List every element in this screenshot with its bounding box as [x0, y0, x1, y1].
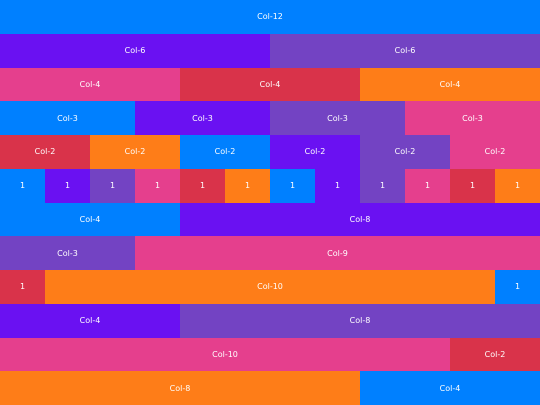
grid-cell: 1 [405, 168, 450, 203]
grid-cell: 1 [90, 168, 135, 203]
grid-cell: Col-9 [135, 236, 540, 270]
grid-cell: 1 [360, 168, 405, 203]
grid-row: Col-6 Col-6 [0, 33, 540, 68]
grid-cell: Col-6 [270, 33, 540, 68]
grid-row: Col-8 Col-4 [0, 371, 540, 405]
grid-cell: Col-6 [0, 33, 270, 68]
grid-cell: Col-2 [180, 135, 270, 169]
grid-cell: Col-2 [270, 135, 360, 169]
grid-row: Col-10 Col-2 [0, 337, 540, 372]
grid-cell: 1 [315, 168, 360, 203]
grid-cell: Col-3 [405, 101, 540, 135]
grid-cell: Col-3 [270, 101, 405, 135]
grid-cell: 1 [270, 168, 315, 203]
grid-row: Col-4 Col-8 [0, 202, 540, 237]
grid-cell: 1 [225, 168, 270, 203]
grid-cell: 1 [450, 168, 495, 203]
grid-cell: Col-3 [0, 236, 135, 270]
grid-row: 1 Col-10 1 [0, 270, 540, 304]
grid-cell: Col-4 [0, 303, 180, 338]
grid-cell: Col-2 [360, 135, 450, 169]
grid-cell: Col-10 [0, 337, 450, 372]
grid-cell: Col-4 [0, 202, 180, 237]
grid-cell: Col-8 [180, 303, 540, 338]
grid-row: Col-3 Col-9 [0, 236, 540, 270]
grid-cell: Col-2 [450, 337, 540, 372]
grid-cell: 1 [180, 168, 225, 203]
grid-cell: Col-3 [135, 101, 270, 135]
grid-cell: Col-4 [0, 67, 180, 102]
grid-cell: 1 [135, 168, 180, 203]
grid-cell: Col-4 [180, 67, 360, 102]
grid-row: Col-2 Col-2 Col-2 Col-2 Col-2 Col-2 [0, 135, 540, 169]
grid-row: Col-4 Col-8 [0, 303, 540, 338]
grid-cell: Col-8 [0, 371, 360, 405]
grid-cell: Col-3 [0, 101, 135, 135]
grid-cell: Col-2 [450, 135, 540, 169]
grid-cell: Col-2 [0, 135, 90, 169]
grid-row: Col-4 Col-4 Col-4 [0, 67, 540, 102]
grid-cell: Col-8 [180, 202, 540, 237]
grid-cell: 1 [0, 168, 45, 203]
grid-row: Col-3 Col-3 Col-3 Col-3 [0, 101, 540, 135]
grid-cell: 1 [0, 270, 45, 304]
grid-cell: 1 [45, 168, 90, 203]
grid-cell: Col-4 [360, 67, 540, 102]
grid-cell: 1 [495, 270, 540, 304]
grid-cell: Col-4 [360, 371, 540, 405]
grid-cell: Col-2 [90, 135, 180, 169]
grid-cell: 1 [495, 168, 540, 203]
grid-cell: Col-12 [0, 0, 540, 34]
grid-row: Col-12 [0, 0, 540, 34]
grid-cell: Col-10 [45, 270, 495, 304]
